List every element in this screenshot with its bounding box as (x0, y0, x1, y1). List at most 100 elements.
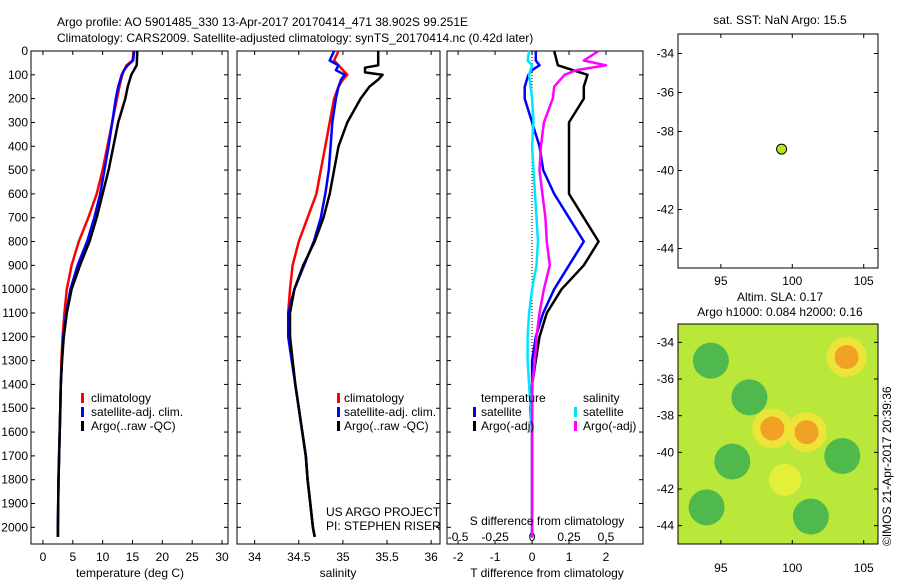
sla-field (678, 324, 878, 544)
sla-map: -34 -36 -38 -40 -42 -44 95 100 105 (657, 324, 878, 575)
salinity-plot: 34 34.5 35 35.5 36 (237, 50, 440, 564)
y-tick-label: -42 (657, 482, 675, 496)
x-tick-label: 36 (424, 550, 438, 564)
salinity-legend: climatology satellite-adj. clim. Argo(..… (337, 391, 436, 433)
y-tick-label: 1600 (1, 425, 28, 439)
legend-label-temp-argo: Argo(-adj) (481, 419, 534, 433)
x-tick-label: 0 (529, 550, 536, 564)
y-tick-label: 0 (21, 44, 28, 58)
y-tick-label: 500 (8, 163, 28, 177)
x-tick-label: 105 (854, 274, 874, 288)
x-tick-label: 100 (782, 561, 802, 575)
series-line-argo-raw-qc- (56, 50, 139, 537)
legend-swatch-argo (337, 421, 340, 431)
y-tick-label: 1800 (1, 473, 28, 487)
y-tick-label: 700 (8, 211, 28, 225)
difference-plot: -2 -1 0 1 2 -0.5 -0.25 0 0.25 0.5 (447, 49, 643, 564)
legend-label-argo: Argo(..raw -QC) (91, 419, 176, 433)
legend-swatch-sal-argo (574, 421, 577, 431)
y-tick-label: -42 (657, 203, 675, 217)
legend-swatch-sal-satellite (574, 407, 577, 417)
top-tick-label: 0.25 (557, 530, 581, 544)
series-line-satellite-adj-clim- (56, 50, 136, 537)
sla-anomaly-mid (769, 463, 802, 496)
legend-swatch-satellite (337, 407, 340, 417)
imos-credit: ©IMOS 21-Apr-2017 20:39:36 (880, 386, 894, 546)
x-tick-label: 34 (248, 550, 262, 564)
y-tick-label: 900 (8, 258, 28, 272)
y-tick-label: -34 (657, 335, 675, 349)
legend-swatch-climatology (337, 393, 340, 403)
sla-anomaly-low (824, 438, 861, 474)
y-tick-label: 100 (8, 68, 28, 82)
y-tick-label: 2000 (1, 520, 28, 534)
y-tick-label: -40 (657, 164, 675, 178)
salinity-x-axis-label: salinity (320, 566, 357, 580)
x-tick-label: 30 (215, 550, 229, 564)
y-tick-label: -40 (657, 445, 675, 459)
y-tick-label: -36 (657, 86, 675, 100)
y-tick-label: -44 (657, 519, 675, 533)
y-tick-label: 800 (8, 235, 28, 249)
x-tick-label: 5 (69, 550, 76, 564)
y-tick-label: 600 (8, 187, 28, 201)
top-tick-label: -0.5 (448, 530, 469, 544)
series-line-argo-adj--salinity (530, 49, 608, 537)
x-tick-label: 2 (603, 550, 610, 564)
sla-anomaly-high (794, 420, 819, 445)
legend-swatch-climatology (81, 393, 84, 403)
location-map-frame (677, 33, 879, 269)
temperature-panel-frame (30, 50, 229, 545)
series-line-argo-raw-qc- (288, 51, 384, 538)
difference-panel-frame (446, 50, 644, 545)
legend-label-climatology: climatology (91, 391, 151, 405)
sla-title-line-1: Altim. SLA: 0.17 (737, 290, 823, 304)
x-tick-label: 20 (156, 550, 170, 564)
top-tick-label: 0.5 (598, 530, 615, 544)
y-tick-label: -38 (657, 125, 675, 139)
legend-label-sal-satellite: satellite (583, 405, 624, 419)
x-tick-label: 25 (186, 550, 200, 564)
y-tick-label: -36 (657, 372, 675, 386)
y-tick-label: 400 (8, 139, 28, 153)
y-tick-label: 1700 (1, 449, 28, 463)
header-line-2: Climatology: CARS2009. Satellite-adjuste… (57, 31, 533, 45)
x-tick-label: 35 (336, 550, 350, 564)
legend-swatch-temp-satellite (473, 407, 476, 417)
x-tick-label: 10 (96, 550, 110, 564)
legend-title-temperature: temperature (481, 391, 546, 405)
top-tick-label: -0.25 (481, 530, 509, 544)
sla-anomaly-low (688, 489, 725, 526)
x-tick-label: 95 (714, 561, 728, 575)
sla-anomaly-high (834, 345, 859, 369)
legend-label-satellite: satellite-adj. clim. (91, 405, 183, 419)
legend-label-argo: Argo(..raw -QC) (344, 419, 429, 433)
sla-anomaly-low (692, 342, 729, 379)
legend-swatch-temp-argo (473, 421, 476, 431)
y-tick-label: 1500 (1, 401, 28, 415)
temperature-legend: climatology satellite-adj. clim. Argo(..… (81, 391, 183, 433)
x-tick-label: 1 (566, 550, 573, 564)
x-tick-label: 0 (40, 550, 47, 564)
y-tick-label: -34 (657, 47, 675, 61)
y-tick-label: -44 (657, 242, 675, 256)
legend-label-temp-satellite: satellite (481, 405, 522, 419)
legend-label-satellite: satellite-adj. clim. (344, 405, 436, 419)
x-tick-label: -1 (490, 550, 501, 564)
y-tick-label: 1900 (1, 497, 28, 511)
y-tick-label: 1000 (1, 282, 28, 296)
top-tick-label: 0 (529, 530, 536, 544)
sla-anomaly-low (731, 379, 768, 416)
x-tick-label: -2 (453, 550, 464, 564)
sla-anomaly-low (714, 443, 751, 480)
difference-legend: temperature salinity satellite Argo(-adj… (473, 391, 636, 433)
legend-swatch-satellite (81, 407, 84, 417)
x-tick-label: 34.5 (287, 550, 311, 564)
series-line-satellite-adj-clim- (286, 50, 346, 538)
legend-title-salinity: salinity (583, 391, 620, 405)
sla-anomaly-low (792, 498, 829, 535)
salinity-panel-frame (236, 50, 441, 545)
x-tick-label: 35.5 (375, 550, 399, 564)
legend-label-sal-argo: Argo(-adj) (583, 419, 636, 433)
legend-swatch-argo (81, 421, 84, 431)
